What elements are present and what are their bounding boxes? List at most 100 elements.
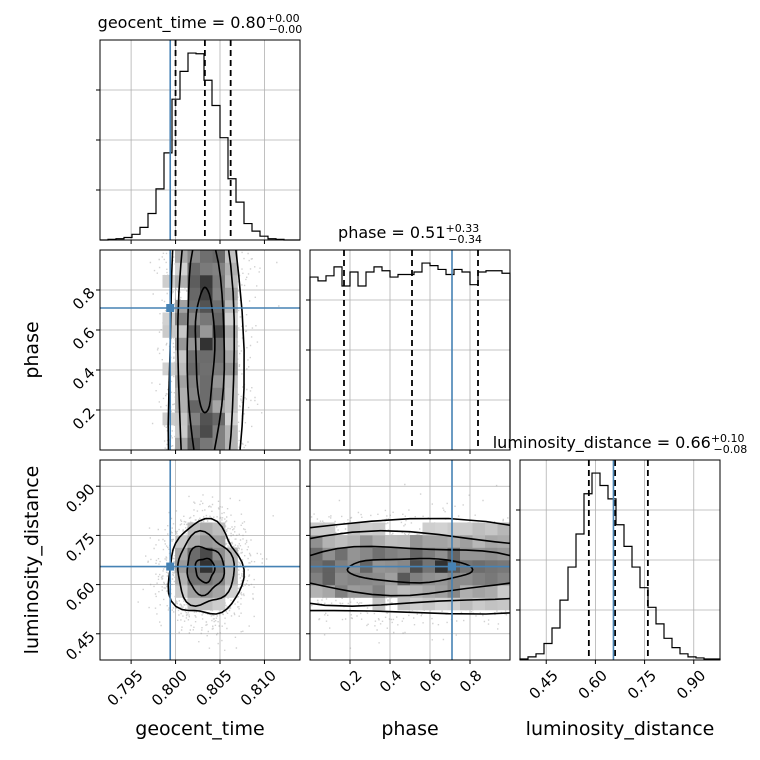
- density-cell: [472, 547, 486, 561]
- contour-line: [186, 250, 226, 450]
- truth-marker: [448, 562, 456, 571]
- density-cell: [447, 597, 461, 611]
- density-cell: [187, 350, 201, 363]
- density-cell: [200, 437, 213, 450]
- x-axis-label-luminosity_distance: luminosity_distance: [526, 718, 715, 740]
- density-cell: [187, 585, 201, 598]
- density-cell: [347, 547, 361, 561]
- density-cell: [347, 522, 361, 536]
- panel-frame: [309, 249, 511, 451]
- density-cell: [162, 325, 176, 338]
- panel-frame: [309, 459, 511, 661]
- y-axis-label-luminosity_distance: luminosity_distance: [21, 466, 43, 655]
- density-cell: [422, 597, 436, 611]
- density-cell: [360, 547, 373, 561]
- density-cell: [225, 387, 238, 401]
- 2d-panel-geocent_time-phase: [96, 249, 301, 454]
- density-cell: [200, 325, 213, 338]
- density-cell: [385, 585, 398, 598]
- density-cell: [187, 597, 201, 611]
- density-cell: [175, 375, 188, 388]
- density-cell: [212, 250, 226, 263]
- density-cell: [225, 250, 238, 263]
- density-cell: [385, 572, 398, 586]
- density-cell: [175, 325, 188, 338]
- density-cell: [310, 572, 323, 586]
- contour-line: [194, 286, 216, 414]
- density-cell: [187, 425, 201, 438]
- density-cell: [162, 312, 176, 326]
- panel-frame: [99, 39, 301, 241]
- density-cell: [200, 387, 213, 401]
- x-tick-label: 0.6: [416, 666, 446, 696]
- density-cell: [372, 572, 386, 586]
- density-cell: [310, 585, 323, 598]
- density-cell: [212, 325, 226, 338]
- x-tick-label: 0.805: [192, 666, 235, 709]
- y-tick-label: 0.4: [69, 364, 99, 394]
- density-cell: [485, 547, 498, 561]
- density-cell: [212, 597, 226, 611]
- contour-line: [346, 557, 474, 584]
- density-cell: [187, 287, 201, 301]
- y-tick-label: 0.2: [69, 404, 99, 434]
- density-cell: [310, 522, 323, 536]
- hist-panel-luminosity_distance: luminosity_distance = 0.66+0.10 −0.08: [493, 432, 748, 664]
- density-cell: [187, 437, 201, 450]
- density-cell: [175, 300, 188, 313]
- density-cell: [422, 522, 436, 536]
- 2d-panel-phase-luminosity_distance: [306, 459, 511, 664]
- density-cell: [372, 535, 386, 548]
- density-cell: [175, 275, 188, 288]
- panel-title-luminosity_distance: luminosity_distance = 0.66+0.10 −0.08: [493, 432, 748, 456]
- x-tick-label: 0.8: [456, 666, 486, 696]
- panel-frame: [99, 249, 301, 451]
- density-cell: [497, 597, 510, 611]
- density-cell: [497, 585, 510, 598]
- density-cell: [435, 522, 448, 536]
- density-cell: [175, 572, 188, 586]
- density-cell: [225, 325, 238, 338]
- density-cell: [472, 585, 486, 598]
- density-cell: [422, 535, 436, 548]
- density-cell: [212, 522, 226, 536]
- density-cell: [200, 535, 213, 548]
- density-cell: [360, 535, 373, 548]
- panel-title-geocent_time: geocent_time = 0.80+0.00 −0.00: [98, 12, 303, 36]
- density-cell: [497, 572, 510, 586]
- density-cell: [187, 337, 201, 351]
- density-cell: [187, 312, 201, 326]
- density-cell: [410, 535, 423, 548]
- x-axis-label-phase: phase: [381, 718, 438, 740]
- density-cell: [212, 275, 226, 288]
- x-tick-label: 0.810: [237, 666, 280, 709]
- density-cell: [322, 572, 336, 586]
- density-cell: [200, 250, 213, 263]
- density-cell: [212, 362, 226, 376]
- panel-title-phase: phase = 0.51+0.33 −0.34: [338, 222, 482, 246]
- density-cell: [485, 585, 498, 598]
- density-cell: [485, 522, 498, 536]
- density-cell: [187, 325, 201, 338]
- hist-panel-geocent_time: geocent_time = 0.80+0.00 −0.00: [96, 12, 302, 244]
- density-cell: [175, 400, 188, 413]
- density-cell: [212, 337, 226, 351]
- density-cell: [212, 572, 226, 586]
- density-cell: [497, 535, 510, 548]
- density-cell: [200, 375, 213, 388]
- density-cell: [200, 425, 213, 438]
- density-cell: [447, 522, 461, 536]
- x-tick-label: 0.75: [624, 666, 660, 702]
- density-cell: [175, 387, 188, 401]
- density-cell: [347, 535, 361, 548]
- density-cell: [397, 547, 411, 561]
- density-cell: [447, 572, 461, 586]
- density-cell: [212, 312, 226, 326]
- y-tick-label: 0.45: [62, 628, 98, 664]
- y-tick-label: 0.75: [62, 529, 98, 565]
- density-cell: [187, 535, 201, 548]
- density-cell: [447, 585, 461, 598]
- density-cell: [162, 275, 176, 288]
- density-cell: [200, 350, 213, 363]
